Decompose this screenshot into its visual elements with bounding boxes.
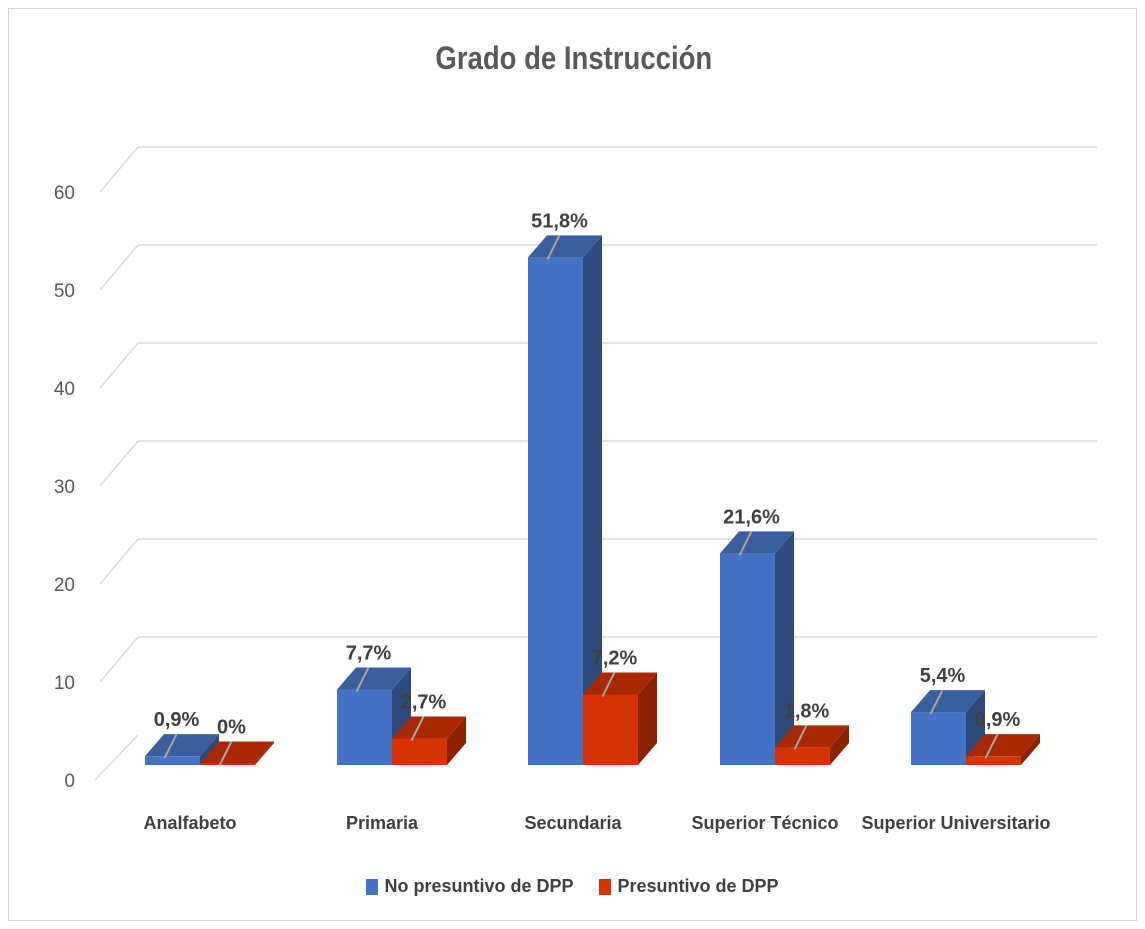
bar-top	[720, 531, 794, 554]
category-label: Superior Universitario	[861, 813, 1050, 833]
data-label: 5,4%	[920, 665, 966, 687]
bar-top	[966, 734, 1040, 757]
data-label-leader	[163, 733, 178, 759]
chart-title: Grado de Instrucción	[435, 40, 713, 76]
bar-front	[145, 756, 200, 765]
legend-swatch-red	[599, 878, 612, 895]
data-label: 0%	[217, 717, 246, 739]
gridline-depth	[99, 538, 139, 585]
legend-label-no-presuntivo: No presuntivo de DPP	[384, 876, 574, 896]
bar-front	[775, 747, 830, 765]
gridline-depth	[99, 146, 139, 193]
data-label-leader	[984, 733, 999, 759]
data-label-leader	[546, 234, 561, 260]
data-label: 51,8%	[531, 210, 588, 232]
bar-top	[583, 672, 657, 695]
bar-front	[337, 689, 392, 765]
bar-top	[145, 734, 219, 757]
bar-side	[447, 716, 466, 765]
data-label-leader	[601, 671, 616, 697]
y-tick-label: 20	[54, 575, 75, 596]
data-label-leader	[738, 530, 753, 556]
y-tick-label: 40	[54, 379, 75, 400]
bar-side	[1021, 734, 1040, 765]
y-tick-label: 50	[54, 281, 75, 302]
legend-swatch-blue	[366, 878, 379, 895]
data-label-leader	[929, 689, 944, 715]
y-tick-label: 0	[64, 771, 75, 792]
data-label: 7,7%	[346, 643, 392, 665]
bar-side	[775, 531, 794, 765]
bar-top	[911, 690, 985, 713]
data-label-leader	[410, 716, 425, 741]
bar-front	[200, 763, 255, 765]
data-label: 0,9%	[154, 709, 200, 731]
y-tick-label: 60	[54, 183, 75, 204]
bar-front	[966, 756, 1021, 765]
bar-front	[911, 712, 966, 765]
bar-side	[583, 235, 602, 766]
legend: No presuntivo de DPP Presuntivo de DPP	[0, 876, 1145, 897]
bar-front	[720, 553, 775, 765]
legend-item-no-presuntivo: No presuntivo de DPP	[366, 876, 573, 897]
bar-side	[200, 734, 219, 765]
legend-label-presuntivo: Presuntivo de DPP	[617, 876, 779, 896]
data-label: 1,8%	[784, 700, 830, 722]
legend-item-presuntivo: Presuntivo de DPP	[599, 876, 779, 897]
bar-front	[392, 738, 447, 765]
data-label: 2,7%	[401, 692, 447, 714]
category-label: Superior Técnico	[691, 813, 838, 833]
bar-top	[392, 716, 466, 739]
data-label-leader	[218, 741, 233, 766]
category-label: Primaria	[346, 813, 419, 833]
gridline-depth	[99, 440, 139, 487]
gridline-depth	[99, 636, 139, 683]
data-label: 21,6%	[723, 506, 780, 528]
bar-top	[200, 741, 274, 764]
category-label: Analfabeto	[143, 813, 236, 833]
gridline-depth	[99, 244, 139, 291]
bar-top	[337, 667, 411, 690]
data-label-leader	[793, 724, 808, 750]
bar-top	[775, 725, 849, 748]
data-label-leader	[355, 667, 370, 692]
bar-front	[528, 257, 583, 765]
data-label: 0,9%	[975, 709, 1021, 731]
y-tick-label: 30	[54, 477, 75, 498]
y-tick-label: 10	[54, 673, 75, 694]
category-label: Secundaria	[524, 813, 622, 833]
bar-top	[528, 235, 602, 258]
bar-side	[830, 725, 849, 765]
bar-front	[583, 694, 638, 765]
gridline-depth	[99, 342, 139, 389]
axis-depth-line	[94, 734, 139, 781]
bar-side	[638, 672, 657, 765]
bar-side	[255, 741, 274, 765]
data-label: 7,2%	[592, 647, 638, 669]
